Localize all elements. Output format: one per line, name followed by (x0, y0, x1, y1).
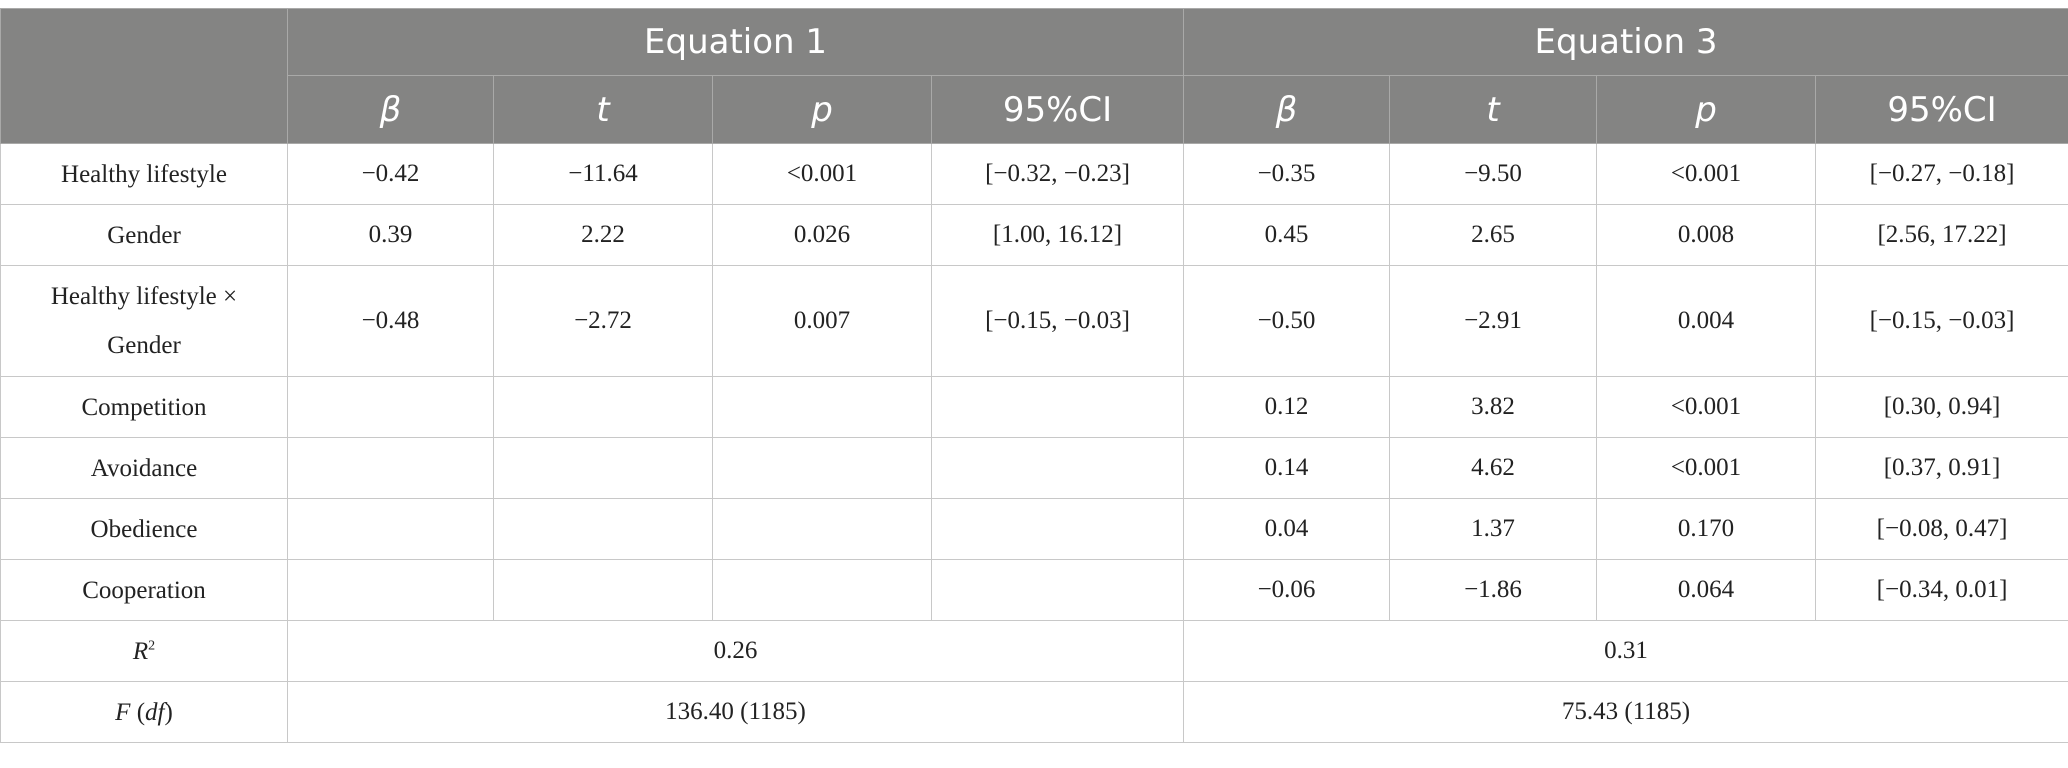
row-label: Healthy lifestyle × Gender (0, 265, 288, 377)
eq1-beta-cell: −0.48 (287, 265, 494, 377)
eq1-ci-cell (930, 437, 1185, 499)
f-symbol: F (115, 698, 131, 726)
eq3-beta-cell: 0.04 (1183, 498, 1391, 560)
eq1-t-cell (493, 376, 713, 438)
eq1-p-cell (712, 559, 932, 621)
eq3-ci-cell: [−0.15, −0.03] (1815, 265, 2068, 377)
eq1-beta-cell (287, 498, 494, 560)
r-squared-row: R2 0.26 0.31 (0, 620, 2068, 682)
eq3-p-cell: 0.064 (1596, 559, 1817, 621)
eq3-p-cell: 0.008 (1596, 204, 1817, 266)
r-symbol: R (132, 637, 149, 665)
eq1-p-cell: <0.001 (712, 143, 932, 205)
eq1-ci-header: 95%CI (930, 75, 1185, 144)
eq1-ci-cell: [−0.15, −0.03] (930, 265, 1185, 377)
eq3-beta-cell: −0.35 (1183, 143, 1391, 205)
eq3-ci-cell: [−0.27, −0.18] (1815, 143, 2068, 205)
eq1-t-header: t (493, 75, 713, 144)
row-label: Gender (0, 204, 288, 266)
regression-table: Equation 1 Equation 3 β t p 95%CI β t p … (0, 8, 2068, 743)
eq1-beta-cell: 0.39 (287, 204, 494, 266)
equation1-header: Equation 1 (286, 8, 1185, 76)
eq1-p-cell (712, 437, 932, 499)
eq3-ci-cell: [0.30, 0.94] (1815, 376, 2068, 438)
table-row: Competition 0.12 3.82 <0.001 [0.30, 0.94… (0, 376, 2068, 438)
eq3-ci-cell: [−0.08, 0.47] (1815, 498, 2068, 560)
table-row: Gender 0.39 2.22 0.026 [1.00, 16.12] 0.4… (0, 204, 2068, 266)
eq1-beta-cell (287, 559, 494, 621)
eq1-beta-cell (287, 376, 494, 438)
f-statistic-row: F (df) 136.40 (1185) 75.43 (1185) (0, 681, 2068, 743)
eq1-beta-cell (287, 437, 494, 499)
eq3-r-squared: 0.31 (1183, 620, 2068, 682)
corner-header-cell (0, 8, 288, 144)
f-statistic-label: F (df) (0, 681, 288, 743)
eq3-t-cell: 1.37 (1389, 498, 1598, 560)
f-open-paren: ( (130, 698, 146, 726)
row-label: Obedience (0, 498, 288, 560)
eq1-beta-cell: −0.42 (287, 143, 494, 205)
eq3-p-cell: 0.170 (1596, 498, 1817, 560)
eq3-t-header: t (1389, 75, 1598, 144)
eq1-ci-cell (930, 376, 1185, 438)
row-label: Competition (0, 376, 288, 438)
eq3-t-cell: 2.65 (1389, 204, 1598, 266)
eq3-t-cell: −9.50 (1389, 143, 1598, 205)
eq1-ci-cell: [−0.32, −0.23] (930, 143, 1185, 205)
eq3-t-cell: 4.62 (1389, 437, 1598, 499)
eq1-t-cell (493, 498, 713, 560)
eq3-beta-cell: −0.50 (1183, 265, 1391, 377)
eq1-ci-cell: [1.00, 16.12] (930, 204, 1185, 266)
eq1-f-statistic: 136.40 (1185) (286, 681, 1185, 743)
row-label-line2: Gender (107, 332, 181, 359)
eq3-t-cell: 3.82 (1389, 376, 1598, 438)
f-close-paren: ) (164, 698, 173, 726)
eq1-t-cell: −11.64 (493, 143, 713, 205)
row-label-line1: Healthy lifestyle × (50, 283, 238, 310)
eq3-ci-cell: [2.56, 17.22] (1815, 204, 2068, 266)
eq1-ci-cell (930, 559, 1185, 621)
row-label: Avoidance (0, 437, 288, 499)
eq1-beta-header: β (287, 75, 494, 144)
eq3-t-cell: −1.86 (1389, 559, 1598, 621)
eq3-ci-header: 95%CI (1815, 75, 2068, 144)
equation3-header: Equation 3 (1183, 8, 2068, 76)
table-row: Obedience 0.04 1.37 0.170 [−0.08, 0.47] (0, 498, 2068, 560)
r-superscript: 2 (148, 638, 156, 654)
eq3-f-statistic: 75.43 (1185) (1183, 681, 2068, 743)
eq1-ci-cell (930, 498, 1185, 560)
table-row: Healthy lifestyle −0.42 −11.64 <0.001 [−… (0, 143, 2068, 205)
eq1-p-cell (712, 498, 932, 560)
eq1-t-cell (493, 559, 713, 621)
table-row: Healthy lifestyle × Gender −0.48 −2.72 0… (0, 265, 2068, 377)
eq1-p-header: p (712, 75, 932, 144)
eq1-p-cell: 0.007 (712, 265, 932, 377)
eq1-t-cell: −2.72 (493, 265, 713, 377)
eq1-t-cell (493, 437, 713, 499)
eq3-beta-cell: 0.14 (1183, 437, 1391, 499)
table-row: Avoidance 0.14 4.62 <0.001 [0.37, 0.91] (0, 437, 2068, 499)
eq3-beta-header: β (1183, 75, 1391, 144)
table-row: Cooperation −0.06 −1.86 0.064 [−0.34, 0.… (0, 559, 2068, 621)
eq1-p-cell (712, 376, 932, 438)
eq1-t-cell: 2.22 (493, 204, 713, 266)
eq1-p-cell: 0.026 (712, 204, 932, 266)
eq3-beta-cell: 0.12 (1183, 376, 1391, 438)
row-label: Healthy lifestyle (0, 143, 288, 205)
eq3-p-header: p (1596, 75, 1817, 144)
eq3-p-cell: <0.001 (1596, 143, 1817, 205)
eq3-p-cell: <0.001 (1596, 376, 1817, 438)
eq3-p-cell: <0.001 (1596, 437, 1817, 499)
row-label: Cooperation (0, 559, 288, 621)
eq3-ci-cell: [−0.34, 0.01] (1815, 559, 2068, 621)
eq3-beta-cell: 0.45 (1183, 204, 1391, 266)
eq3-ci-cell: [0.37, 0.91] (1815, 437, 2068, 499)
r-squared-label: R2 (0, 620, 288, 682)
eq3-t-cell: −2.91 (1389, 265, 1598, 377)
eq3-p-cell: 0.004 (1596, 265, 1817, 377)
eq3-beta-cell: −0.06 (1183, 559, 1391, 621)
df-symbol: df (145, 698, 165, 726)
eq1-r-squared: 0.26 (286, 620, 1185, 682)
